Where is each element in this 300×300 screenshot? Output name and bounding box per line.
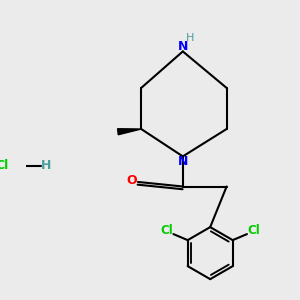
Text: Cl: Cl <box>0 159 9 172</box>
Text: H: H <box>186 33 195 43</box>
Text: N: N <box>178 40 188 53</box>
Polygon shape <box>118 129 141 135</box>
Text: Cl: Cl <box>160 224 173 237</box>
Text: O: O <box>127 174 137 187</box>
Text: H: H <box>41 159 51 172</box>
Text: Cl: Cl <box>248 224 260 237</box>
Text: N: N <box>178 155 188 168</box>
